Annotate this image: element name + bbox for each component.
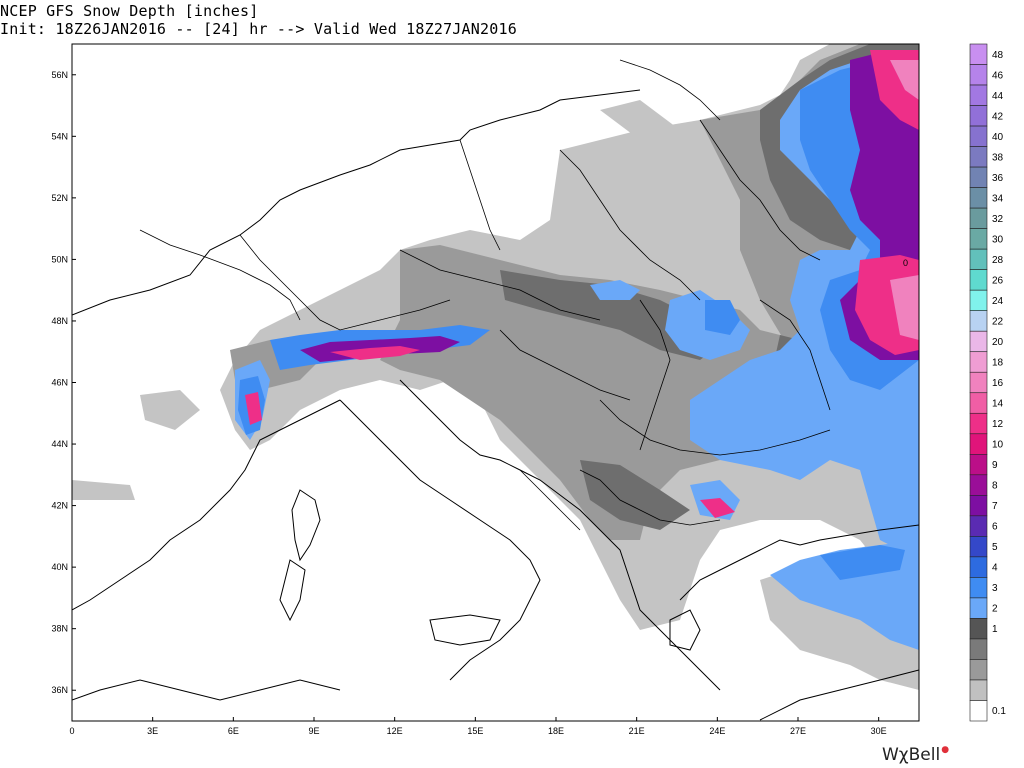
legend-label: 48: [992, 50, 1004, 61]
legend-label: 8: [992, 481, 998, 492]
legend-swatch: [969, 412, 988, 435]
legend-label: 46: [992, 70, 1004, 81]
longitude-label: 0: [69, 726, 74, 736]
legend-label: 40: [992, 132, 1004, 143]
latitude-label: 46N: [51, 378, 68, 388]
latitude-labels: 56N 54N 52N 50N 48N 46N 44N 42N 40N 38N 36N: [51, 70, 76, 695]
latitude-label: 50N: [51, 254, 68, 264]
map-inline-label: 0: [903, 258, 908, 268]
legend-swatch: [969, 248, 988, 270]
title-line-2: Init: 18Z26JAN2016 -- [24] hr --> Valid …: [0, 20, 517, 38]
legend-swatch: [969, 146, 988, 168]
brand-text: WχBell: [882, 745, 941, 765]
legend-swatch: [969, 187, 988, 209]
longitude-label: 30E: [871, 726, 887, 736]
longitude-label: 6E: [228, 726, 239, 736]
legend-swatch: [969, 125, 988, 147]
legend-label: 20: [992, 337, 1004, 348]
latitude-label: 48N: [51, 316, 68, 326]
legend-label: 7: [992, 501, 998, 512]
longitude-labels: 0 3E 6E 9E 12E 15E 18E 21E 24E 27E 30E: [69, 717, 887, 736]
legend-swatch: [969, 228, 988, 250]
legend-swatch: [969, 474, 988, 496]
longitude-label: 24E: [709, 726, 725, 736]
legend-swatch: [969, 166, 988, 188]
legend-swatch: [969, 351, 988, 373]
legend-label: 32: [992, 214, 1004, 225]
legend-label: 5: [992, 542, 998, 553]
legend-label: 1: [992, 624, 998, 635]
legend-label: 6: [992, 522, 998, 533]
legend-label: 42: [992, 111, 1004, 122]
longitude-label: 21E: [629, 726, 645, 736]
legend-label: 28: [992, 255, 1004, 266]
legend-swatch: [969, 536, 988, 558]
country-borders: [139, 59, 831, 531]
legend-swatch: [969, 269, 988, 291]
legend-swatch: [969, 43, 988, 65]
legend-swatch: [969, 330, 988, 353]
legend-swatch: [969, 207, 988, 229]
legend-swatch: [969, 597, 988, 619]
legend-label: 22: [992, 316, 1004, 327]
legend-swatch: [969, 556, 988, 578]
longitude-label: 9E: [308, 726, 319, 736]
legend-swatch: [969, 679, 988, 701]
legend-swatch: [969, 659, 988, 681]
latitude-label: 54N: [51, 131, 68, 141]
longitude-label: 18E: [548, 726, 564, 736]
legend-swatch: [969, 289, 988, 311]
legend-label: 36: [992, 173, 1004, 184]
legend-label: 12: [992, 419, 1004, 430]
legend-swatch: [969, 392, 988, 414]
latitude-label: 56N: [51, 70, 68, 80]
legend-label: 18: [992, 357, 1004, 368]
legend-label: 44: [992, 91, 1004, 102]
legend-label: 9: [992, 460, 998, 471]
legend-swatch: [969, 515, 988, 537]
legend-label: 34: [992, 193, 1004, 204]
legend-label: 16: [992, 378, 1004, 389]
latitude-label: 52N: [51, 193, 68, 203]
brand-logo: WχBell●: [882, 745, 949, 765]
latitude-label: 42N: [51, 501, 68, 511]
legend-label: 24: [992, 296, 1004, 307]
snow-shading-pink: [890, 60, 919, 340]
latitude-label: 44N: [51, 439, 68, 449]
legend-label: 2: [992, 604, 998, 615]
legend-label: 4: [992, 563, 998, 574]
longitude-label: 27E: [790, 726, 806, 736]
legend-swatch: [969, 105, 988, 127]
legend-label: 14: [992, 399, 1004, 410]
legend-swatch: [969, 310, 988, 332]
longitude-label: 12E: [387, 726, 403, 736]
legend-swatch: [969, 454, 988, 476]
legend-swatch: [969, 700, 988, 722]
latitude-label: 38N: [51, 624, 68, 634]
title-line-1: NCEP GFS Snow Depth [inches]: [0, 2, 259, 20]
legend-swatch: [969, 371, 988, 394]
legend-label: 10: [992, 440, 1004, 451]
longitude-label: 15E: [467, 726, 483, 736]
legend-label: 26: [992, 275, 1004, 286]
legend-swatch: [969, 618, 988, 640]
legend-label: 3: [992, 583, 998, 594]
legend-swatch: [969, 495, 988, 517]
legend-label: 38: [992, 152, 1004, 163]
latitude-label: 36N: [51, 685, 68, 695]
legend-label: 0.1: [992, 706, 1006, 717]
legend-swatch: [969, 84, 988, 106]
latitude-label: 40N: [51, 562, 68, 572]
legend-swatch: [969, 638, 988, 660]
legend-swatch: [969, 433, 988, 455]
coastlines: [72, 89, 919, 721]
brand-dot-icon: ●: [941, 745, 950, 755]
legend-swatch: [969, 577, 988, 599]
legend-label: 30: [992, 234, 1004, 245]
legend-swatch: [969, 64, 988, 86]
longitude-label: 3E: [147, 726, 158, 736]
